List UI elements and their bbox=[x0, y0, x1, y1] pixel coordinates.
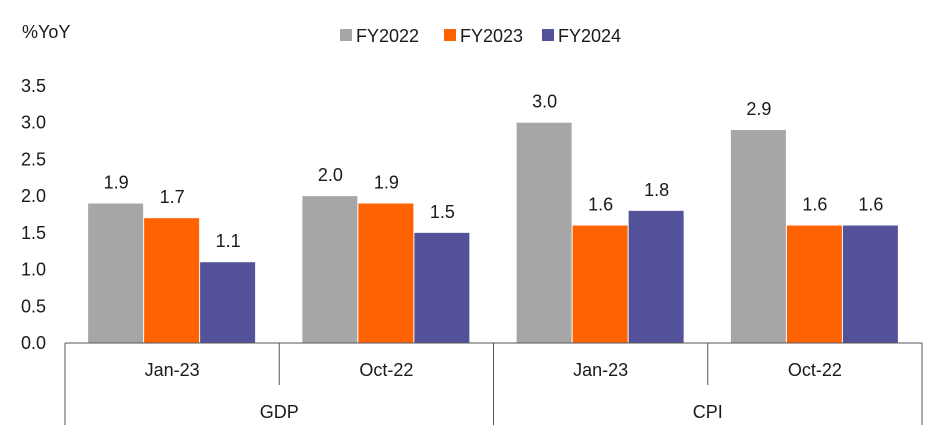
bar-fy2024 bbox=[842, 225, 898, 343]
bar-fy2024 bbox=[200, 262, 256, 343]
bar-fy2022 bbox=[88, 203, 144, 343]
bars bbox=[88, 122, 898, 343]
data-label: 1.6 bbox=[802, 195, 827, 215]
bar-fy2022 bbox=[730, 130, 786, 343]
data-labels: 1.9 2.0 3.0 2.9 1.7 1.9 1.6 1.6 1.1 1.5 1.8 1.6 bbox=[104, 92, 884, 252]
legend-swatch-fy2023 bbox=[444, 29, 456, 41]
y-tick-label: 3.0 bbox=[21, 113, 46, 133]
bar-fy2023 bbox=[786, 225, 842, 343]
y-axis: 0.0 0.5 1.0 1.5 2.0 2.5 3.0 3.5 bbox=[21, 76, 46, 353]
y-tick-label: 3.5 bbox=[21, 76, 46, 96]
y-tick-label: 1.5 bbox=[21, 223, 46, 243]
bar-fy2022 bbox=[302, 196, 358, 343]
category-label: Jan-23 bbox=[145, 360, 200, 380]
bar-fy2024 bbox=[628, 210, 684, 343]
category-label: Oct-22 bbox=[788, 360, 842, 380]
y-tick-label: 0.0 bbox=[21, 333, 46, 353]
bar-fy2024 bbox=[414, 232, 470, 343]
data-label: 3.0 bbox=[532, 92, 557, 112]
data-label: 1.6 bbox=[858, 195, 883, 215]
y-tick-label: 1.0 bbox=[21, 260, 46, 280]
category-label: Jan-23 bbox=[573, 360, 628, 380]
data-label: 2.0 bbox=[318, 165, 343, 185]
y-tick-label: 2.0 bbox=[21, 186, 46, 206]
y-tick-label: 0.5 bbox=[21, 296, 46, 316]
legend-label: FY2024 bbox=[558, 26, 621, 46]
data-label: 1.7 bbox=[160, 187, 185, 207]
bar-fy2022 bbox=[516, 122, 572, 343]
data-label: 1.1 bbox=[216, 231, 241, 251]
bar-fy2023 bbox=[144, 218, 200, 343]
data-label: 1.9 bbox=[374, 172, 399, 192]
data-label: 1.5 bbox=[430, 202, 455, 222]
data-label: 1.6 bbox=[588, 195, 613, 215]
x-axis: Jan-23 Oct-22 Jan-23 Oct-22 GDP CPI bbox=[64, 342, 923, 425]
legend-swatch-fy2022 bbox=[340, 29, 352, 41]
data-label: 1.9 bbox=[104, 172, 129, 192]
legend: FY2022 FY2023 FY2024 bbox=[340, 26, 621, 46]
category-label: Oct-22 bbox=[359, 360, 413, 380]
group-label: CPI bbox=[693, 402, 723, 422]
bar-fy2023 bbox=[572, 225, 628, 343]
data-label: 1.8 bbox=[644, 180, 669, 200]
legend-label: FY2022 bbox=[356, 26, 419, 46]
group-label: GDP bbox=[260, 402, 299, 422]
legend-swatch-fy2024 bbox=[542, 29, 554, 41]
legend-label: FY2023 bbox=[460, 26, 523, 46]
bar-fy2023 bbox=[358, 203, 414, 343]
y-axis-title: %YoY bbox=[22, 22, 70, 42]
y-tick-label: 2.5 bbox=[21, 149, 46, 169]
data-label: 2.9 bbox=[746, 99, 771, 119]
